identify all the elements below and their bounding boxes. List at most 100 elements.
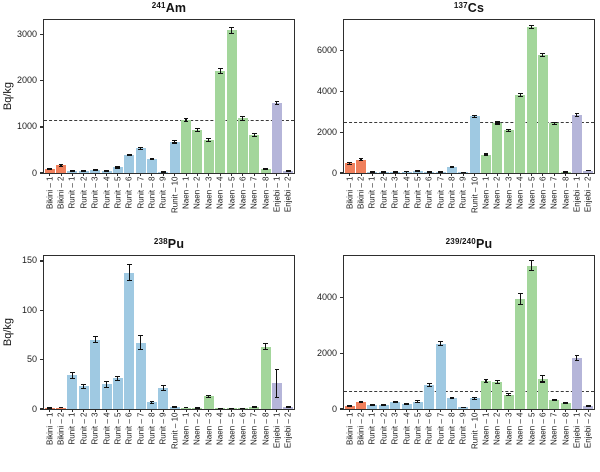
error-bar-cap [540, 53, 546, 55]
error-bar-cap [585, 170, 591, 172]
x-tick-label: Naen – 2 [492, 412, 502, 445]
error-bar-cap [517, 95, 523, 97]
error-bar-cap [438, 341, 443, 343]
x-tick-mark [542, 409, 544, 412]
x-tick-label: Runit – 6 [124, 176, 134, 209]
x-tick-mark [383, 173, 385, 176]
error-bar-cap [415, 400, 421, 402]
error-bar-cap [517, 292, 523, 294]
error-bar-cap [217, 408, 223, 410]
error-bar-cap [517, 92, 523, 94]
x-tick-mark [231, 173, 232, 176]
error-bar-cap [438, 171, 443, 173]
y-tick-mark [339, 297, 344, 299]
bar-runit-9 [135, 148, 146, 173]
error-bar-cap [115, 375, 121, 377]
x-tick-mark [587, 409, 589, 412]
y-tick-mark [339, 172, 344, 174]
error-bar-cap [381, 171, 387, 173]
bar-runit-12 [469, 398, 480, 409]
bar-naen-15 [203, 396, 214, 409]
x-tick-mark [117, 409, 119, 412]
error-bar-cap [415, 170, 421, 172]
x-tick-label: Enjebi – 2 [583, 412, 593, 448]
error-bar [576, 113, 578, 117]
bar-enjebi-21 [571, 115, 582, 173]
x-tick-mark [360, 173, 362, 176]
x-tick-mark [287, 409, 289, 412]
y-tick-label: 0 [31, 403, 37, 414]
error-bar-cap [585, 406, 591, 408]
x-tick-mark [451, 173, 453, 176]
x-tick-label: Runit – 8 [147, 176, 157, 209]
x-tick-label: Enjebi – 1 [572, 176, 582, 212]
x-tick-label: Runit – 10 [470, 412, 480, 449]
error-bar [140, 147, 142, 150]
bar-naen-17 [226, 30, 237, 173]
bar-enjebi-21 [271, 102, 282, 173]
bar-runit-4 [378, 404, 389, 409]
bar-enjebi-22 [583, 406, 594, 409]
error-bar [508, 393, 510, 396]
error-bar-cap [229, 26, 234, 28]
error-bar-cap [81, 170, 87, 172]
y-tick-label: 150 [21, 255, 37, 266]
reference-dashed-line [44, 120, 294, 122]
x-tick-label: Bikini – 1 [345, 412, 355, 445]
x-tick-label: Naen – 4 [515, 176, 525, 209]
error-bar-cap [251, 133, 257, 135]
error-bar-cap [347, 162, 353, 164]
error-bar-cap [126, 280, 132, 282]
error-bar [128, 154, 130, 156]
x-tick-mark [128, 173, 130, 176]
error-bar-cap [381, 404, 387, 406]
bar-naen-17 [526, 265, 537, 409]
error-bar-cap [126, 153, 132, 155]
x-tick-label: Bikini – 1 [45, 412, 55, 445]
error-bar [553, 399, 555, 401]
x-tick-label: Runit – 5 [113, 176, 123, 209]
error-bar [94, 336, 96, 343]
error-bar-cap [160, 390, 166, 392]
x-tick-mark [565, 173, 567, 176]
bar-runit-12 [469, 116, 480, 173]
error-bar [287, 406, 289, 408]
error-bar-cap [274, 104, 280, 106]
error-bar-cap [81, 387, 87, 389]
x-tick-label: Naen – 3 [504, 412, 514, 445]
x-tick-label: Enjebi – 1 [572, 412, 582, 448]
y-tick-mark [39, 34, 44, 36]
error-bar-cap [517, 303, 523, 305]
bar-runit-6 [401, 404, 412, 409]
error-bar [485, 379, 487, 383]
bar-runit-9 [435, 343, 446, 409]
x-tick-label: Naen – 7 [549, 412, 559, 445]
y-tick-mark [39, 260, 44, 262]
x-tick-mark [542, 173, 544, 176]
error-bar-cap [483, 381, 489, 383]
x-tick-label: Runit – 7 [136, 176, 146, 209]
x-tick-label: Naen – 4 [215, 176, 225, 209]
error-bar-cap [206, 394, 212, 396]
x-tick-label: Naen – 6 [538, 176, 548, 209]
x-tick-mark [531, 173, 532, 176]
error-bar-cap [263, 169, 268, 171]
error-bar-cap [540, 381, 546, 383]
error-bar-cap [263, 343, 268, 345]
x-tick-mark [253, 173, 255, 176]
error-bar-cap [172, 405, 178, 408]
error-bar [276, 369, 278, 398]
x-tick-mark [60, 409, 62, 412]
element-symbol: Pu [167, 237, 185, 251]
error-bar [196, 128, 198, 132]
error-bar-cap [426, 385, 432, 387]
error-bar-cap [551, 398, 557, 400]
error-bar [265, 343, 267, 350]
y-tick-label: 50 [26, 354, 37, 365]
error-bar-cap [195, 407, 200, 409]
x-tick-label: Naen – 6 [238, 412, 248, 445]
x-tick-mark [242, 409, 244, 412]
x-tick-label: Naen – 1 [481, 412, 491, 445]
error-bar-cap [506, 395, 512, 397]
error-bar [360, 401, 362, 403]
